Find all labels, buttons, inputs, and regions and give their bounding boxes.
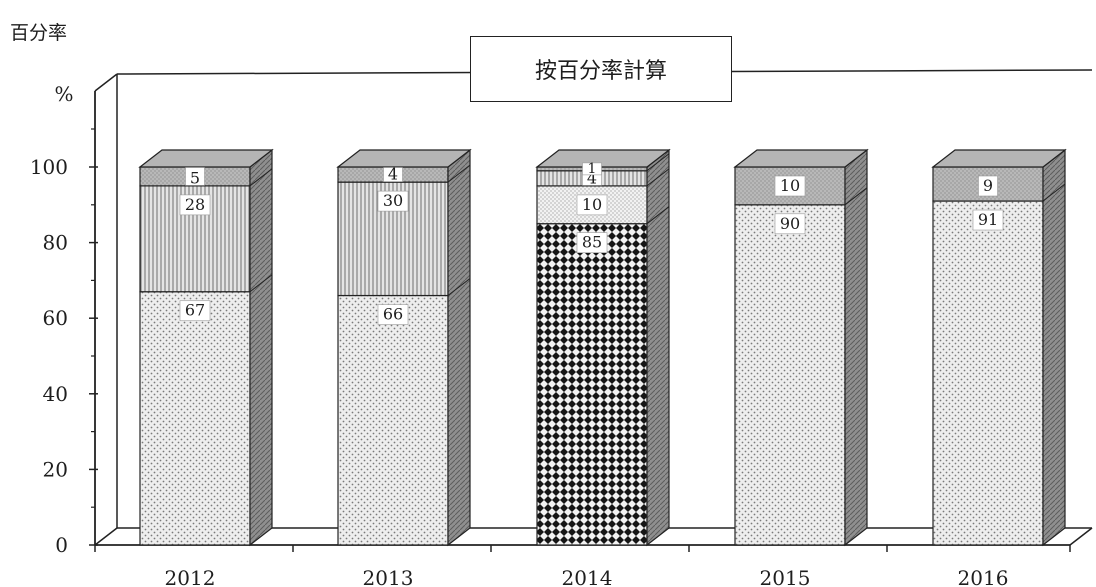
data-label-bg	[972, 209, 1004, 231]
x-category-label: 2014	[562, 566, 613, 587]
bar-top-face-2015	[733, 149, 869, 168]
bar-side-divider-2013	[447, 164, 471, 183]
y-unit-label: 百分率	[10, 22, 68, 44]
data-label-2012: 28	[185, 195, 205, 214]
data-label-2013: 66	[383, 305, 403, 324]
bar-segment-2012	[139, 291, 251, 546]
y-tick-label: 20	[43, 457, 68, 481]
bar-segment-2013	[337, 294, 449, 546]
data-label-2016: 9	[983, 176, 993, 195]
data-label-2013: 4	[388, 165, 398, 184]
floor-left-edge	[94, 527, 118, 546]
bar-side-divider-2014	[646, 168, 670, 187]
bar-side-divider-2014	[646, 153, 670, 172]
bar-segment-2015	[734, 204, 846, 546]
data-label-2016: 91	[978, 210, 998, 229]
data-label-2015: 10	[780, 176, 800, 195]
data-label-2015: 90	[780, 214, 800, 233]
y-tick-label: 80	[43, 231, 68, 255]
data-label-bg	[576, 232, 608, 253]
data-label-bg	[179, 194, 211, 216]
data-label-bg	[582, 162, 602, 176]
labels-layer: 0 20 40 60 80 100% 2012 2013 2014 2015 2016 67 28 5 66…	[30, 82, 1009, 587]
y-tick-label: 100	[30, 155, 68, 179]
data-label-2014: 10	[582, 195, 602, 214]
bar-side-divider-2012	[249, 274, 273, 293]
y-tick-label: 0	[55, 533, 68, 557]
data-label-2014: 1	[588, 161, 597, 177]
bar-side-face-2015	[844, 148, 868, 547]
data-label-2012: 5	[190, 168, 200, 187]
wall-corner-edge	[94, 73, 118, 92]
floor-right-edge	[1069, 527, 1093, 546]
x-category-label: 2013	[363, 566, 414, 587]
bar-side-divider-2014	[646, 206, 670, 225]
data-label-bg	[377, 190, 409, 212]
x-category-label: 2016	[958, 566, 1009, 587]
bar-side-face-2012	[249, 148, 273, 547]
y-tick-label: 60	[43, 306, 68, 330]
bar-side-face-2016	[1042, 148, 1066, 547]
bar-segment-2016	[932, 200, 1044, 546]
bar-top-face-2016	[931, 149, 1067, 168]
bar-side-divider-2013	[447, 278, 471, 296]
data-label-bg	[185, 167, 205, 186]
data-label-bg	[383, 167, 403, 182]
bar-segment-2014	[536, 223, 648, 546]
data-label-2014: 85	[582, 233, 602, 252]
bar-side-divider-2016	[1042, 183, 1066, 202]
bar-side-divider-2012	[249, 168, 273, 187]
data-label-bg	[978, 175, 998, 197]
bar-side-divider-2015	[844, 187, 868, 206]
data-label-2014: 4	[587, 168, 597, 187]
x-category-label: 2012	[165, 566, 216, 587]
bar-side-face-2013	[447, 148, 471, 547]
data-label-bg	[774, 175, 806, 197]
data-label-bg	[774, 213, 806, 235]
y-axis-unit-symbol: %	[54, 82, 73, 106]
data-label-2013: 30	[383, 191, 403, 210]
data-label-bg	[377, 304, 409, 325]
bar-top-face-2014	[535, 149, 671, 168]
bar-top-face-2012	[138, 149, 274, 168]
x-category-label: 2015	[760, 566, 811, 587]
chart-title: 按百分率計算	[470, 36, 732, 102]
data-label-2012: 67	[185, 301, 205, 320]
data-label-bg	[179, 300, 211, 322]
bar-top-face-2013	[336, 149, 472, 168]
data-label-bg	[576, 194, 608, 216]
y-tick-label: 40	[43, 382, 68, 406]
